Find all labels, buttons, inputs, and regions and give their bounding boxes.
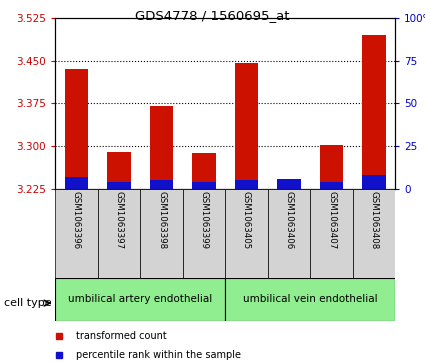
Text: GSM1063399: GSM1063399 xyxy=(199,191,209,249)
Bar xyxy=(310,189,353,278)
Bar xyxy=(55,278,225,321)
Bar xyxy=(140,189,183,278)
Bar xyxy=(183,189,225,278)
Text: umbilical artery endothelial: umbilical artery endothelial xyxy=(68,294,212,305)
Text: GSM1063407: GSM1063407 xyxy=(327,191,336,250)
Bar xyxy=(98,189,140,278)
Text: GSM1063406: GSM1063406 xyxy=(284,191,294,250)
Bar xyxy=(107,152,131,189)
Bar xyxy=(277,185,300,189)
Bar xyxy=(192,182,215,189)
Bar xyxy=(362,35,386,189)
Bar xyxy=(353,189,395,278)
Bar xyxy=(192,153,215,189)
Bar xyxy=(225,189,268,278)
Bar xyxy=(268,189,310,278)
Text: percentile rank within the sample: percentile rank within the sample xyxy=(76,350,241,360)
Bar xyxy=(277,179,300,189)
Bar xyxy=(235,62,258,189)
Text: GSM1063397: GSM1063397 xyxy=(114,191,124,249)
Bar xyxy=(362,175,386,189)
Text: GSM1063405: GSM1063405 xyxy=(242,191,251,250)
Bar xyxy=(107,182,131,189)
Bar xyxy=(320,182,343,189)
Text: GDS4778 / 1560695_at: GDS4778 / 1560695_at xyxy=(135,9,290,22)
Text: transformed count: transformed count xyxy=(76,331,167,341)
Bar xyxy=(320,145,343,189)
Bar xyxy=(65,69,88,189)
Text: GSM1063408: GSM1063408 xyxy=(369,191,379,250)
Bar xyxy=(150,180,173,189)
Text: umbilical vein endothelial: umbilical vein endothelial xyxy=(243,294,377,305)
Text: GSM1063398: GSM1063398 xyxy=(157,191,166,249)
Text: GSM1063396: GSM1063396 xyxy=(72,191,81,249)
Bar xyxy=(150,106,173,189)
Bar xyxy=(235,180,258,189)
Text: cell type: cell type xyxy=(4,298,52,308)
Bar xyxy=(225,278,395,321)
Bar xyxy=(55,189,98,278)
Bar xyxy=(65,177,88,189)
